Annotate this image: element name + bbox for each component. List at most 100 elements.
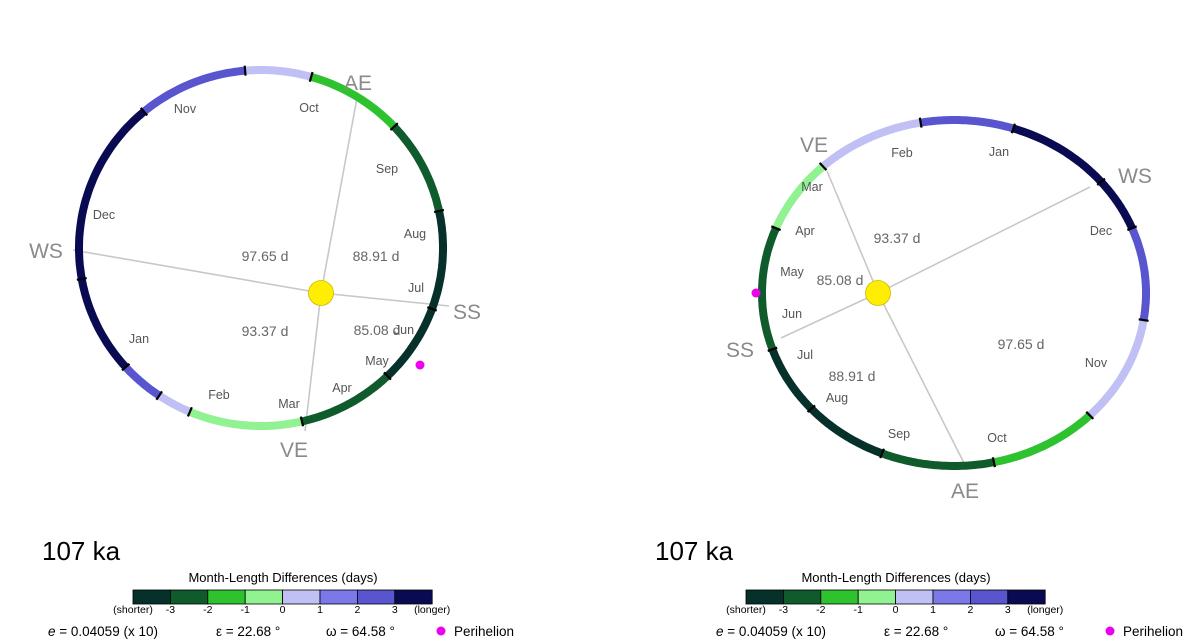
season-axis-ws [72, 249, 322, 294]
season-axis-ve [304, 292, 322, 432]
perihelion-marker [751, 288, 761, 298]
sun-icon [308, 280, 334, 306]
month-label-jun: Jun [782, 307, 802, 321]
month-arc-nov [75, 108, 147, 280]
season-label-ae: AE [344, 72, 372, 95]
eccentricity-value: = 0.04059 (x 10) [56, 624, 158, 639]
season-label-ve: VE [800, 134, 828, 157]
month-arc-apr [301, 373, 391, 426]
season-label-ae: AE [951, 480, 979, 503]
month-arc-jul [391, 123, 443, 212]
legend-tick-label: -1 [241, 604, 250, 616]
month-label-sep: Sep [888, 427, 910, 441]
obliquity-text: ε = 22.68 ° [216, 624, 280, 639]
month-arc-jan [122, 364, 162, 399]
month-boundary-tick [139, 107, 149, 117]
month-arc-jul [880, 449, 995, 470]
season-axis-ws [877, 186, 1091, 294]
month-arc-sep [244, 66, 313, 81]
legend-longer-label: (longer) [414, 604, 450, 616]
color-legend: Month-Length Differences (days) (shorter)… [113, 570, 450, 616]
legend-longer-label: (longer) [1027, 604, 1063, 616]
legend-tick-label: 3 [392, 604, 398, 616]
legend-tick-label: -2 [816, 604, 825, 616]
legend-color-bin [170, 589, 209, 605]
month-arc-may [384, 307, 436, 379]
month-arc-oct [1128, 226, 1150, 321]
orbit-panel-right: Mar Apr May Jun Jul Aug Sep Oct Nov Dec Jan Feb VE S… [655, 116, 1183, 639]
eccentricity-symbol: e [716, 624, 724, 639]
month-boundary-tick [76, 276, 87, 281]
quadrant-days-label: 97.65 d [998, 336, 1045, 352]
season-label-ws: WS [29, 240, 63, 263]
month-arc-sep [1087, 319, 1148, 419]
perihelion-legend-dot [436, 626, 446, 636]
legend-color-bin [319, 589, 358, 605]
month-arc-apr [758, 226, 780, 351]
legend-title: Month-Length Differences (days) [188, 570, 377, 585]
legend-color-bin [1007, 589, 1046, 605]
month-boundary-tick [1085, 411, 1095, 420]
month-label-mar: Mar [801, 180, 823, 194]
month-boundary-tick [426, 306, 438, 312]
legend-color-bin [356, 589, 396, 605]
month-arc-dec [77, 278, 129, 370]
month-boundary-tick [155, 390, 163, 401]
month-boundary-tick [433, 208, 445, 214]
obliquity-text: ε = 22.68 ° [884, 624, 948, 639]
legend-color-bin [895, 589, 934, 605]
month-label-may: May [780, 265, 804, 279]
month-label-aug: Aug [826, 391, 848, 405]
legend-color-bin [783, 589, 822, 605]
month-label-jul: Jul [408, 281, 424, 295]
legend-tick-label: 0 [280, 604, 286, 616]
month-label-feb: Feb [208, 388, 230, 402]
month-label-oct: Oct [299, 101, 319, 115]
month-boundary-tick [243, 65, 247, 76]
orbital-parameters: e = 0.04059 (x 10) ε = 22.68 ° ω = 64.58… [48, 624, 514, 639]
month-arc-oct [141, 66, 246, 115]
month-arc-nov [1098, 179, 1136, 230]
legend-tick-label: 0 [893, 604, 899, 616]
legend-color-bin [394, 589, 433, 605]
legend-color-bin [932, 589, 971, 605]
month-arc-feb [820, 118, 922, 170]
color-legend: Month-Length Differences (days) (shorter)… [726, 570, 1063, 616]
legend-tick-label: -1 [854, 604, 863, 616]
precession-text: ω = 64.58 ° [326, 624, 395, 639]
perihelion-legend-label: Perihelion [454, 624, 514, 639]
month-boundary-tick [767, 346, 778, 352]
month-boundary-tick [299, 416, 305, 427]
quadrant-days-label: 85.08 d [354, 322, 401, 338]
quadrant-days-label: 88.91 d [353, 248, 400, 264]
month-label-dec: Dec [93, 208, 115, 222]
month-label-nov: Nov [1085, 356, 1108, 370]
perihelion-legend-label: Perihelion [1123, 624, 1183, 639]
month-arc-mar [772, 163, 826, 230]
month-label-apr: Apr [795, 224, 814, 238]
legend-tick-label: 2 [354, 604, 360, 616]
legend-title: Month-Length Differences (days) [801, 570, 990, 585]
month-arc-aug [993, 412, 1093, 467]
month-boundary-tick [1126, 225, 1138, 232]
month-boundary-tick [389, 122, 399, 131]
season-label-ss: SS [453, 301, 481, 324]
season-label-ve: VE [280, 439, 308, 462]
month-boundary-tick [308, 71, 314, 83]
legend-color-bin [207, 589, 246, 605]
month-arc-feb [157, 392, 192, 416]
month-boundary-tick [1138, 318, 1149, 322]
legend-shorter-label: (shorter) [726, 604, 766, 616]
month-boundary-tick [879, 448, 885, 459]
month-boundary-tick [121, 362, 131, 372]
eccentricity-value: = 0.04059 (x 10) [724, 624, 826, 639]
legend-color-bin [244, 589, 283, 605]
month-label-apr: Apr [332, 381, 351, 395]
quadrant-days-label: 93.37 d [242, 323, 289, 339]
legend-tick-label: -3 [166, 604, 175, 616]
month-label-sep: Sep [376, 162, 398, 176]
month-arc-aug [310, 73, 397, 130]
month-label-jun: Jun [394, 323, 414, 337]
eccentricity-text: e = 0.04059 (x 10) [48, 624, 158, 639]
